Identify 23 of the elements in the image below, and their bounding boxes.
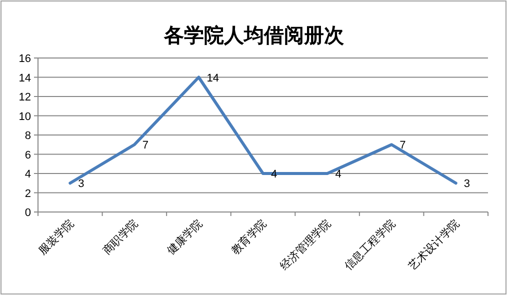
data-label: 4 (335, 168, 342, 180)
y-tick-label: 6 (24, 149, 31, 162)
y-tick-label: 10 (18, 110, 31, 123)
y-tick-label: 14 (18, 72, 31, 84)
x-tick-label: 教育学院 (228, 216, 270, 258)
y-tick-label: 2 (24, 188, 31, 200)
data-label: 14 (206, 72, 219, 84)
y-tick-label: 4 (24, 168, 31, 180)
x-tick-label: 艺术设计学院 (406, 216, 462, 273)
x-tick-label: 商职学院 (100, 216, 141, 258)
y-tick-label: 12 (18, 92, 31, 104)
y-tick-label: 0 (24, 207, 31, 219)
x-tick-label: 服装学院 (36, 216, 76, 258)
data-label: 3 (78, 178, 84, 190)
data-label: 7 (400, 140, 406, 152)
y-tick-label: 16 (18, 53, 31, 65)
data-label: 7 (142, 140, 149, 152)
y-tick-label: 8 (24, 130, 31, 142)
x-tick-label: 信息工程学院 (342, 216, 398, 273)
chart-title: 各学院人均借阅册次 (163, 23, 345, 47)
x-tick-label: 健康学院 (164, 216, 205, 258)
data-label: 3 (464, 178, 470, 190)
x-tick-label: 经济管理学院 (278, 216, 334, 273)
